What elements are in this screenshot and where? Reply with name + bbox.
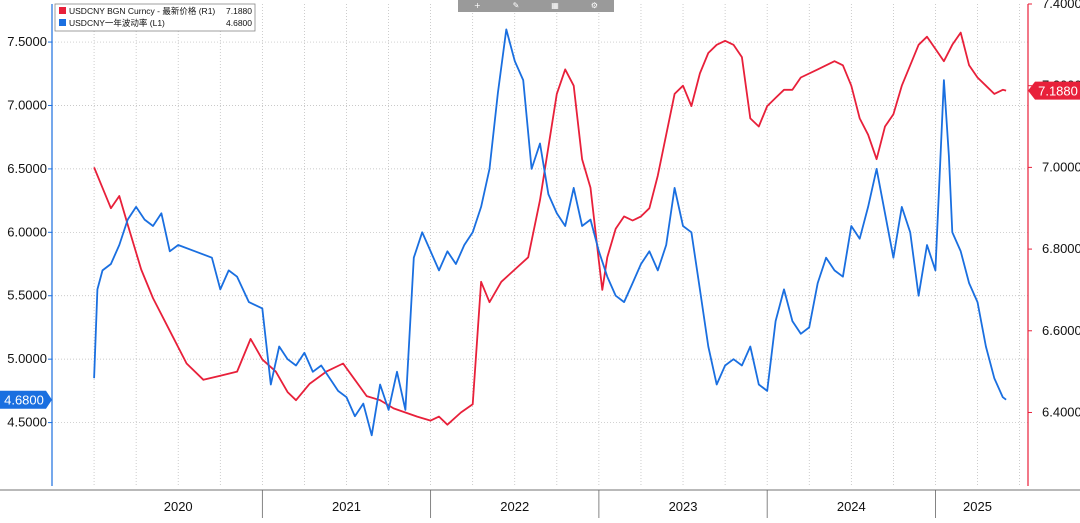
left-axis-tick-label: 7.0000 [7, 97, 47, 112]
legend-swatch [59, 19, 66, 26]
right-axis-tick-label: 6.6000 [1042, 323, 1080, 338]
x-axis-tick-label: 2025 [963, 499, 992, 514]
legend-box [54, 3, 256, 32]
legend-value: 4.6800 [226, 18, 252, 28]
right-axis-tick-label: 7.4000 [1042, 0, 1080, 11]
legend-label: USDCNY一年波动率 (L1) [69, 18, 165, 28]
right-axis-tick-label: 6.4000 [1042, 404, 1080, 419]
grid-icon[interactable]: ▦ [551, 1, 559, 10]
pencil-icon[interactable]: ✎ [512, 1, 520, 10]
left-axis-tick-label: 7.5000 [7, 34, 47, 49]
legend-value: 7.1880 [226, 6, 252, 16]
gridlines [52, 4, 1028, 486]
x-axis-tick-label: 2023 [669, 499, 698, 514]
left-axis-tick-label: 4.5000 [7, 415, 47, 430]
series-line-1 [93, 31, 1007, 426]
x-axis-tick-label: 2021 [332, 499, 361, 514]
x-axis-tick-label: 2024 [837, 499, 866, 514]
x-axis-tick-label: 2022 [500, 499, 529, 514]
right-axis-tick-label: 6.8000 [1042, 241, 1080, 256]
left-axis-tick-label: 5.5000 [7, 288, 47, 303]
chart-toolbar[interactable]: + ✎ ▦ ⚙ [458, 0, 614, 12]
left-axis-tick-label: 6.5000 [7, 161, 47, 176]
legend-swatch [59, 7, 66, 14]
settings-icon[interactable]: ⚙ [590, 1, 598, 10]
legend: USDCNY BGN Curncy - 最新价格 (R1) 7.1880 USDCN… [54, 3, 256, 32]
left-axis-tick-label: 5.0000 [7, 351, 47, 366]
right-axis-tick-label: 7.0000 [1042, 159, 1080, 174]
series-line-2 [93, 28, 1007, 437]
series-layer [93, 28, 1007, 437]
left-axis-tick-label: 6.0000 [7, 224, 47, 239]
left-last-value-badge [0, 390, 52, 409]
left-last-value-label: 4.6800 [4, 393, 44, 408]
legend-label: USDCNY BGN Curncy - 最新价格 (R1) [69, 6, 215, 16]
right-last-value-badge [1028, 81, 1080, 100]
x-axis-tick-label: 2020 [164, 499, 193, 514]
right-last-value-label: 7.1880 [1038, 84, 1078, 99]
plus-icon[interactable]: + [473, 1, 481, 10]
